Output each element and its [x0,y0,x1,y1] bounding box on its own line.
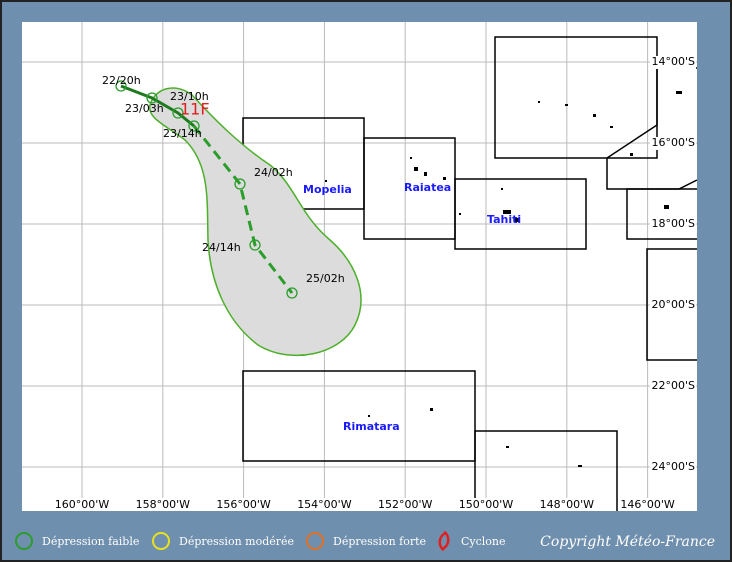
label-bg [650,461,696,474]
forecast-cone [149,87,362,357]
latitude-label: 18°00'S [651,217,695,230]
zone-box [242,370,476,462]
islands [325,91,689,467]
latitude-label: 16°00'S [651,136,695,149]
track-label: 23/14h [163,127,202,140]
label-bg [620,498,675,511]
label-bg [650,218,696,231]
map-area [22,22,697,511]
label-bg [539,498,594,511]
place-label: Mopelia [303,183,352,196]
legend: Dépression faible Dépression modérée Dép… [15,530,715,552]
label-bg [650,56,696,69]
label-bg [216,498,271,511]
label-bg [650,299,696,312]
latitude-label: 24°00'S [651,460,695,473]
place-label: Rimatara [343,420,400,433]
zone-box [626,188,697,240]
longitude-label: 146°00'W [620,498,675,511]
grid [22,22,697,511]
longitude-label: 150°00'W [459,498,514,511]
longitude-label: 160°00'W [55,498,110,511]
legend-label: Dépression modérée [179,535,294,548]
past-track [120,84,195,128]
latitude-label: 14°00'S [651,55,695,68]
legend-icon [15,532,33,550]
longitude-label: 158°00'W [136,498,191,511]
legend-icon [306,532,324,550]
zone-box [474,430,618,511]
label-bg [55,498,109,511]
legend-icon [152,532,170,550]
legend-icon [438,530,450,552]
track-points [115,80,298,299]
longitude-label: 156°00'W [216,498,271,511]
zones [242,36,698,511]
forecast-track [192,125,294,294]
label-bg [459,498,513,511]
track-label: 23/03h [125,102,164,115]
zone-box [454,178,587,250]
track-label: 24/14h [202,241,241,254]
legend-label: Cyclone [461,535,506,548]
longitude-label: 148°00'W [540,498,595,511]
label-bg [378,498,433,511]
storm-name: 11F [180,100,210,119]
legend-label: Dépression faible [42,535,139,548]
latitude-label: 20°00'S [651,298,695,311]
label-bg [650,137,696,150]
place-label: Raiatea [404,181,451,194]
track-label: 24/02h [254,166,293,179]
latitude-label: 22°00'S [651,379,695,392]
label-bg [650,380,696,393]
track-label: 25/02h [306,272,345,285]
place-label: Tahiti [487,213,521,226]
longitude-label: 152°00'W [378,498,433,511]
label-bg [135,498,190,511]
zone-box [646,248,697,361]
copyright: Copyright Météo-France [540,534,715,550]
track-label: 23/10h [170,90,209,103]
legend-label: Dépression forte [333,535,426,548]
label-bg [297,498,352,511]
track-label: 22/20h [102,74,141,87]
longitude-label: 154°00'W [297,498,352,511]
